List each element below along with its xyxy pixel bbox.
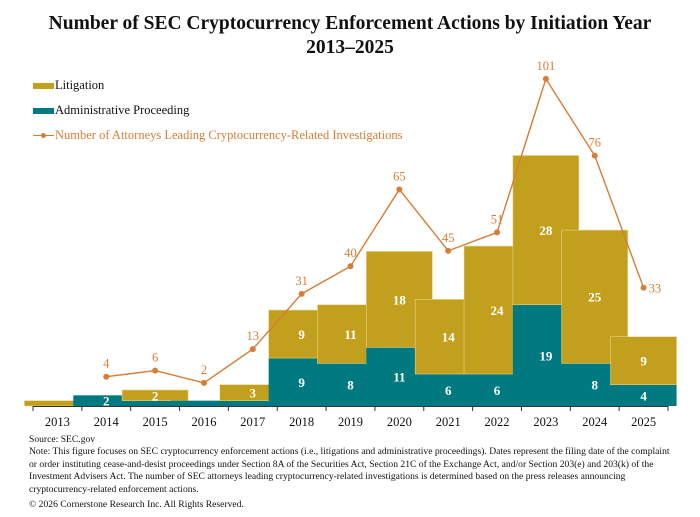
bar-label-litigation-2024: 25 — [588, 290, 602, 305]
bar-label-administrative-2025: 4 — [640, 388, 647, 403]
attorneys-point-2016 — [200, 379, 207, 386]
x-tick-label-2022: 2022 — [485, 415, 510, 429]
attorneys-line — [106, 77, 645, 384]
attorneys-point-2025 — [640, 284, 647, 291]
attorneys-label-2015: 6 — [152, 351, 158, 365]
x-tick-label-2020: 2020 — [387, 415, 412, 429]
attorneys-point-2014 — [103, 373, 110, 380]
x-tick-label-2018: 2018 — [289, 415, 314, 429]
legend-label: Litigation — [55, 78, 105, 92]
line-marker-icon — [33, 131, 54, 141]
bar-litigation-2025 — [610, 336, 677, 385]
administrative-swatch-icon — [33, 107, 54, 114]
bar-label-administrative-2024: 8 — [591, 378, 598, 393]
attorneys-point-2021 — [445, 247, 452, 254]
attorneys-point-2023 — [542, 75, 549, 82]
bar-administrative-2014 — [73, 395, 140, 406]
attorneys-point-2018 — [298, 290, 305, 297]
attorneys-point-2020 — [396, 186, 403, 193]
legend: Litigation Administrative Proceeding Num… — [33, 78, 403, 154]
chart-title: Number of SEC Cryptocurrency Enforcement… — [0, 12, 700, 60]
legend-item-litigation: Litigation — [33, 78, 402, 92]
bar-label-administrative-2018: 9 — [298, 375, 305, 390]
attorneys-label-2014: 4 — [103, 357, 110, 371]
title-subtitle: 2013–2025 — [306, 37, 394, 58]
attorneys-point-2015 — [152, 367, 159, 374]
bar-label-litigation-2018: 9 — [298, 327, 305, 342]
attorneys-label-2023: 101 — [537, 59, 556, 73]
copyright-text: © 2026 Cornerstone Research Inc. All Rig… — [29, 499, 244, 511]
bar-label-administrative-2020: 11 — [393, 370, 405, 385]
bar-label-litigation-2021: 14 — [442, 330, 456, 345]
bar-label-litigation-2017: 3 — [250, 386, 257, 401]
attorneys-label-2019: 40 — [344, 246, 357, 260]
attorneys-label-2022: 51 — [491, 212, 504, 226]
legend-label: Administrative Proceeding — [55, 103, 190, 117]
note-text: Note: This figure focuses on SEC cryptoc… — [29, 446, 670, 495]
legend-item-administrative: Administrative Proceeding — [33, 103, 402, 117]
legend-item-attorneys: Number of Attorneys Leading Cryptocurren… — [33, 128, 403, 142]
x-tick-label-2014: 2014 — [94, 415, 120, 429]
bar-litigation-2015 — [121, 389, 189, 401]
bar-label-litigation-2015: 2 — [152, 388, 159, 403]
attorneys-point-2022 — [494, 229, 501, 236]
x-tick-label-2016: 2016 — [191, 415, 216, 429]
bar-label-administrative-2022: 6 — [494, 383, 501, 398]
attorneys-label-2024: 76 — [588, 136, 601, 150]
x-axis: 2013 2014 2015 2016 2017 2018 2019 2020 2021 2022… — [32, 406, 669, 429]
attorneys-label-2020: 65 — [393, 169, 406, 183]
attorneys-label-2021: 45 — [442, 231, 455, 245]
x-tick-label-2015: 2015 — [143, 415, 168, 429]
x-tick-label-2023: 2023 — [533, 415, 558, 429]
line-layer: 4 6 2 13 31 40 65 45 51 101 76 33 — [103, 59, 661, 386]
attorneys-label-2016: 2 — [201, 363, 207, 377]
bar-label-administrative-2023: 19 — [539, 348, 553, 363]
x-tick-label-2021: 2021 — [436, 415, 461, 429]
attorneys-point-2017 — [249, 346, 256, 353]
bar-administrative-2025 — [610, 384, 677, 406]
legend-label: Number of Attorneys Leading Cryptocurren… — [55, 128, 403, 142]
title-main: Number of SEC Cryptocurrency Enforcement… — [48, 13, 652, 34]
bar-label-administrative-2019: 8 — [347, 378, 354, 393]
attorneys-label-2017: 13 — [247, 329, 260, 343]
bar-label-litigation-2023: 28 — [539, 223, 553, 238]
bar-label-administrative-2021: 6 — [445, 383, 452, 398]
source-text: Source: SEC.gov — [29, 434, 96, 445]
x-tick-label-2019: 2019 — [338, 415, 363, 429]
bar-administrative-2016 — [170, 400, 237, 406]
bar-label-litigation-2020: 18 — [393, 292, 407, 307]
bar-label-litigation-2025: 9 — [640, 354, 647, 369]
x-tick-label-2017: 2017 — [240, 415, 265, 429]
attorneys-point-2019 — [347, 263, 354, 270]
footnotes: Source: SEC.gov Note: This figure focuse… — [29, 434, 679, 511]
attorneys-label-2025: 33 — [649, 282, 662, 296]
x-tick-label-2024: 2024 — [582, 415, 608, 429]
bar-administrative-2015 — [122, 400, 189, 406]
x-tick-label-2025: 2025 — [631, 415, 656, 429]
bar-administrative-2017 — [219, 400, 286, 406]
bar-label-administrative-2014: 2 — [103, 394, 110, 409]
bar-label-litigation-2022: 24 — [491, 303, 505, 318]
attorneys-label-2018: 31 — [295, 274, 308, 288]
litigation-swatch-icon — [33, 82, 54, 89]
x-tick-label-2013: 2013 — [45, 415, 70, 429]
attorneys-point-2024 — [591, 152, 598, 159]
bars-layer — [24, 155, 677, 407]
bar-label-litigation-2019: 11 — [344, 327, 356, 342]
